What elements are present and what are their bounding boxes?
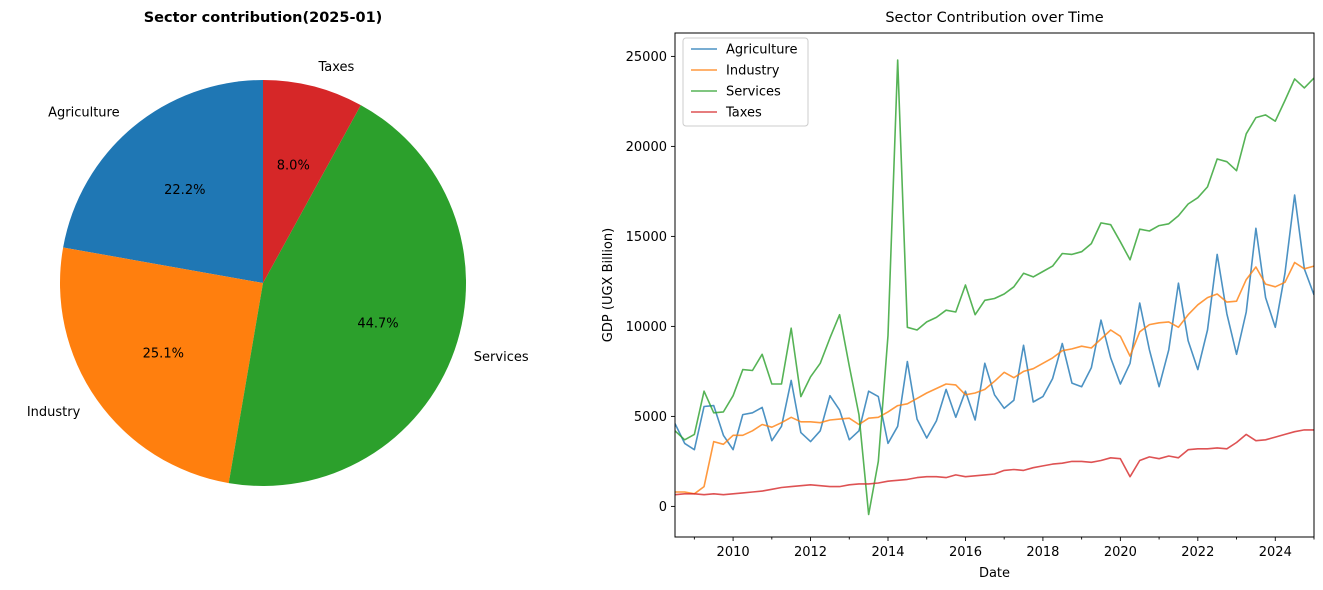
series-line-agriculture: [675, 194, 1314, 451]
line-chart-title: Sector Contribution over Time: [885, 10, 1103, 26]
x-axis-ticks: 2010 2012 2014 2016 2018 2020 2022 2024: [693, 537, 1315, 560]
x-tick-label-2022: 2022: [1181, 545, 1214, 560]
legend-label-agriculture: Agriculture: [726, 43, 798, 58]
pie-slice-agriculture: [63, 80, 263, 283]
legend: Agriculture Industry Services Taxes: [682, 37, 809, 127]
y-axis-ticks: 0 5000 10000 15000 20000 25000: [626, 50, 675, 515]
y-tick-label-20000: 20000: [626, 140, 667, 155]
series-line-taxes: [675, 429, 1314, 496]
pie-labels: 22.2% Agriculture 25.1% Industry 44.7% Servic…: [27, 60, 529, 420]
line-chart: Sector Contribution over Time 2010 2012 20…: [601, 10, 1315, 581]
pie-label-industry: Industry: [27, 405, 81, 420]
plot-frame: [674, 32, 1315, 538]
x-tick-label-2014: 2014: [871, 545, 904, 560]
pie-slice-taxes: [263, 80, 361, 283]
pie-chart: Sector contribution(2025-01) 22.2% Agricu…: [27, 10, 529, 487]
y-tick-label-10000: 10000: [626, 320, 667, 335]
pie-label-agriculture: Agriculture: [48, 105, 120, 120]
y-tick-label-15000: 15000: [626, 230, 667, 245]
legend-box: [682, 37, 809, 127]
y-tick-label-5000: 5000: [634, 410, 667, 425]
x-tick-label-2016: 2016: [949, 545, 982, 560]
x-tick-label-2018: 2018: [1026, 545, 1059, 560]
x-tick-label-2024: 2024: [1259, 545, 1292, 560]
y-axis-label: GDP (UGX Billion): [601, 228, 616, 342]
pie-pct-label-agriculture: 22.2%: [164, 183, 205, 198]
pie-pct-label-taxes: 8.0%: [277, 159, 310, 174]
legend-label-taxes: Taxes: [725, 106, 762, 121]
legend-label-services: Services: [726, 85, 781, 100]
plot-area: [675, 59, 1314, 516]
series-line-industry: [675, 261, 1314, 495]
x-tick-label-2020: 2020: [1104, 545, 1137, 560]
x-tick-label-2012: 2012: [794, 545, 827, 560]
pie-slice-industry: [59, 247, 263, 484]
pie-chart-title: Sector contribution(2025-01): [144, 10, 383, 26]
pie-slice-services: [228, 105, 467, 487]
pie-label-taxes: Taxes: [318, 60, 355, 75]
x-axis-label: Date: [979, 566, 1010, 581]
pie-slices: [59, 80, 467, 487]
y-tick-label-25000: 25000: [626, 50, 667, 65]
series-line-services: [675, 59, 1314, 516]
legend-label-industry: Industry: [726, 64, 780, 79]
pie-pct-label-industry: 25.1%: [143, 347, 184, 362]
x-tick-label-2010: 2010: [717, 545, 750, 560]
y-tick-label-0: 0: [659, 500, 667, 515]
series-lines: [675, 59, 1314, 516]
pie-pct-label-services: 44.7%: [357, 317, 398, 332]
pie-label-services: Services: [474, 350, 529, 365]
